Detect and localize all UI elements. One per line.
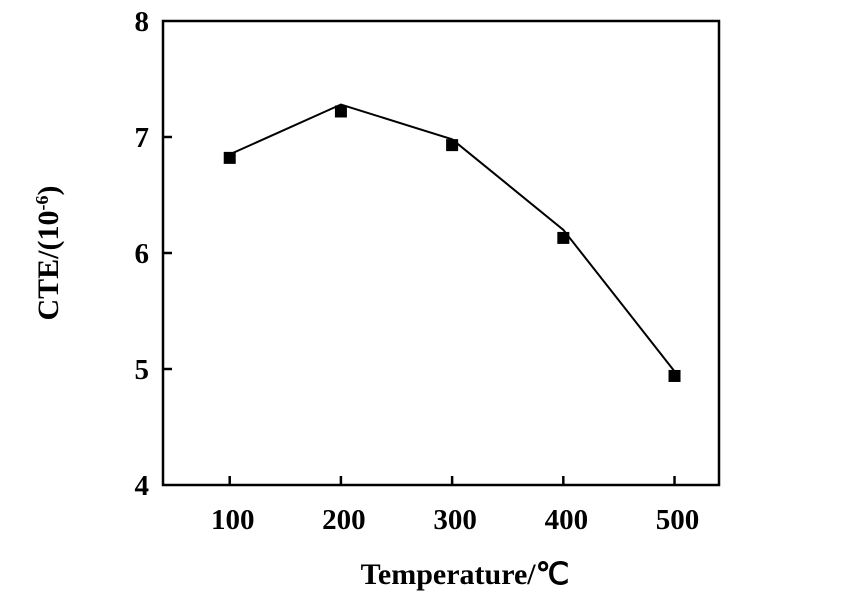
y-axis-title-close: ) — [32, 185, 65, 195]
y-axis-title-main: CTE/(10 — [32, 210, 65, 320]
y-tick-label: 4 — [135, 470, 150, 502]
data-point-marker — [223, 151, 236, 164]
x-axis-title: Temperature/℃ — [361, 558, 570, 591]
data-point-marker — [334, 105, 347, 118]
y-axis-title: CTE/(10-6) — [32, 185, 65, 320]
y-axis-title-sup: -6 — [32, 195, 52, 210]
x-tick-label: 300 — [433, 504, 477, 536]
x-axis-ticks: 100 200 300 400 500 — [211, 476, 699, 536]
y-axis-ticks: 4 5 6 7 8 — [135, 6, 172, 502]
x-tick-label: 500 — [656, 504, 700, 536]
x-tick-label: 200 — [322, 504, 366, 536]
x-tick-label: 100 — [211, 504, 255, 536]
y-tick-label: 6 — [135, 238, 150, 270]
x-tick-label: 400 — [545, 504, 589, 536]
data-point-marker — [446, 139, 459, 152]
y-tick-label: 5 — [135, 354, 150, 386]
series-markers — [223, 105, 681, 382]
plot-frame — [161, 19, 721, 487]
data-point-marker — [557, 231, 570, 244]
data-point-marker — [668, 369, 681, 382]
y-tick-label: 7 — [135, 122, 150, 154]
y-tick-label: 8 — [135, 6, 150, 38]
